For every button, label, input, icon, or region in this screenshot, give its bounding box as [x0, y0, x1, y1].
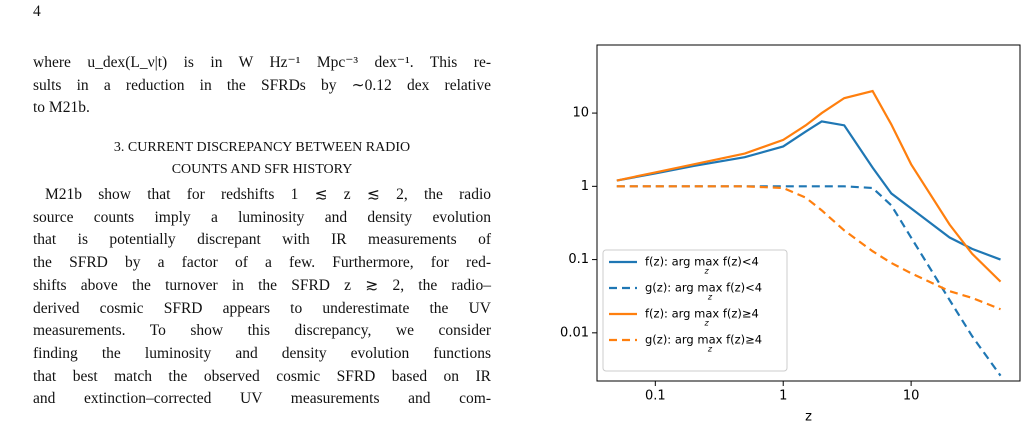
y-tick-label: 1: [581, 179, 589, 194]
text-line: sults in a reduction in the SFRDs by ∼0.…: [33, 76, 491, 94]
data-line: [616, 185, 1001, 311]
legend-label: f(z): arg max f(z)<4: [645, 255, 759, 269]
text-line: shifts above the turnover in the SFRD z …: [33, 276, 491, 294]
text-line: measurements. To show this discrepancy, …: [33, 322, 491, 340]
text-line: to M21b.: [33, 99, 90, 116]
legend-label: g(z): arg max f(z)<4: [645, 281, 762, 295]
text-line: that best match the observed cosmic SFRD…: [33, 367, 491, 385]
text-line: COUNTS AND SFR HISTORY: [171, 162, 353, 177]
x-tick-label: 0.1: [645, 389, 666, 404]
text-line: finding the luminosity and density evolu…: [33, 344, 491, 362]
x-tick-label: 1: [779, 389, 787, 404]
axes-frame: [596, 44, 1021, 382]
plot-area: [616, 89, 1002, 377]
y-tick-label: 0.01: [560, 325, 589, 340]
y-tick-label: 10: [572, 106, 589, 121]
legend-box: [602, 249, 788, 372]
text-line: where u_dex(L_ν|t) is in W Hz⁻¹ Mpc⁻³ de…: [33, 54, 491, 71]
data-line: [616, 89, 1002, 283]
text-line: derived cosmic SFRD appears to underesti…: [33, 299, 491, 317]
legend-label: f(z): arg max f(z)≥4: [645, 307, 759, 321]
text-line: M21b show that for redshifts 1 ≲ z ≲ 2, …: [45, 186, 491, 203]
x-tick-label: 10: [903, 389, 920, 404]
legend-subscript: z: [707, 293, 713, 302]
legend-label: g(z): arg max f(z)≥4: [645, 333, 762, 347]
legend-subscript: z: [707, 345, 713, 354]
text-line: 4: [33, 3, 41, 20]
text-line: and extinction–corrected UV measurements…: [33, 390, 491, 408]
legend-subscript: z: [704, 267, 710, 276]
x-axis-label: z: [805, 410, 812, 425]
text-line: 3. CURRENT DISCREPANCY BETWEEN RADIO: [113, 140, 411, 155]
text-line: the SFRD by a factor of a few. Furthermo…: [33, 254, 491, 272]
legend-subscript: z: [704, 319, 710, 328]
text-line: that is potentially discrepant with IR m…: [33, 231, 491, 249]
text-line: source counts imply a luminosity and den…: [33, 208, 491, 226]
y-tick-label: 0.1: [568, 252, 589, 267]
data-line: [616, 120, 1001, 261]
